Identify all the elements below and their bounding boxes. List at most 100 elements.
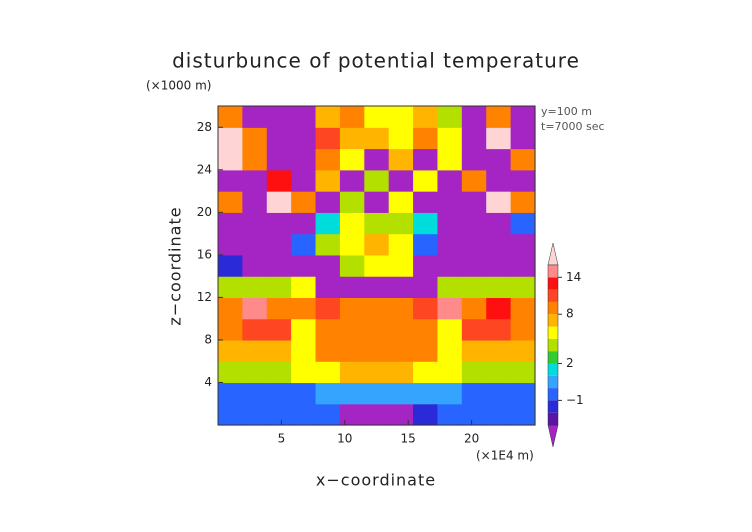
cell [510,382,536,405]
colorbar-swatch [548,326,558,339]
cell [510,106,536,128]
cell [364,148,390,171]
cell [461,148,487,171]
annotation: t=7000 sec [541,120,605,133]
cell [486,191,512,213]
cell [364,191,390,213]
cell [339,361,365,384]
cell [315,297,341,320]
cell [291,233,317,256]
y-tick-label: 12 [197,290,212,304]
cell [510,191,536,213]
cell [413,191,439,213]
cell [461,297,487,320]
cell [510,212,536,235]
cell [242,148,268,171]
x-tick-label: 5 [278,432,286,446]
cell [291,361,317,384]
chart-title: disturbunce of potential temperature [172,49,580,73]
cell [291,276,317,298]
cell [413,127,439,150]
y-tick-label: 16 [197,247,212,261]
cell [266,191,292,213]
cell [510,233,536,256]
cell [291,382,317,405]
cell [315,106,341,128]
cell [461,106,487,128]
cell [486,403,512,426]
colorbar-swatch [548,277,558,290]
cell [218,318,243,341]
cell [510,361,536,384]
colorbar-swatch [548,301,558,315]
cell [388,106,414,128]
cell [339,191,365,213]
cell [437,361,463,384]
cell [218,361,243,384]
cell [486,106,512,128]
cell [388,297,414,320]
cell [461,276,487,298]
cell [486,169,512,192]
cell [510,403,536,426]
y-tick-label: 20 [197,205,212,219]
cell [437,382,463,405]
cell [364,127,390,150]
cell [388,382,414,405]
cell [437,339,463,362]
cell [437,297,463,320]
cell [339,169,365,192]
cell [291,127,317,150]
cell [315,148,341,171]
colorbar-label: −1 [566,393,584,407]
cell [510,339,536,362]
cell [266,318,292,341]
x-tick-label: 10 [337,432,352,446]
cell [364,339,390,362]
cell [291,106,317,128]
cell [388,148,414,171]
cell [315,318,341,341]
cell [242,403,268,426]
x-tick-label: 20 [464,432,479,446]
cell [364,276,390,298]
cell [218,233,243,256]
colorbar-frame [547,264,559,426]
cell [218,297,243,320]
cell [388,339,414,362]
colorbar-label: 14 [566,270,581,284]
cell [461,382,487,405]
cell [266,233,292,256]
cell [315,254,341,277]
cell [510,254,536,277]
cell [388,276,414,298]
cell [461,403,487,426]
colorbar-swatch [548,400,558,413]
cell [242,382,268,405]
cell [461,169,487,192]
cell [266,403,292,426]
cell [437,148,463,171]
cell [364,233,390,256]
cell [266,339,292,362]
colorbar-swatch [548,375,558,389]
cell [364,254,390,277]
cell [291,212,317,235]
y-axis-label: z−coordinate [166,206,185,325]
cell [510,276,536,298]
cell [364,212,390,235]
cell [437,191,463,213]
cell [339,127,365,150]
cell [461,212,487,235]
cell [413,382,439,405]
cell [388,254,414,277]
y-unit: (×1000 m) [146,79,211,93]
cell [437,233,463,256]
cell [437,254,463,277]
cell [339,106,365,128]
cell [510,127,536,150]
colorbar-swatch [548,363,558,376]
cell [315,212,341,235]
cell [510,318,536,341]
cell [218,212,243,235]
